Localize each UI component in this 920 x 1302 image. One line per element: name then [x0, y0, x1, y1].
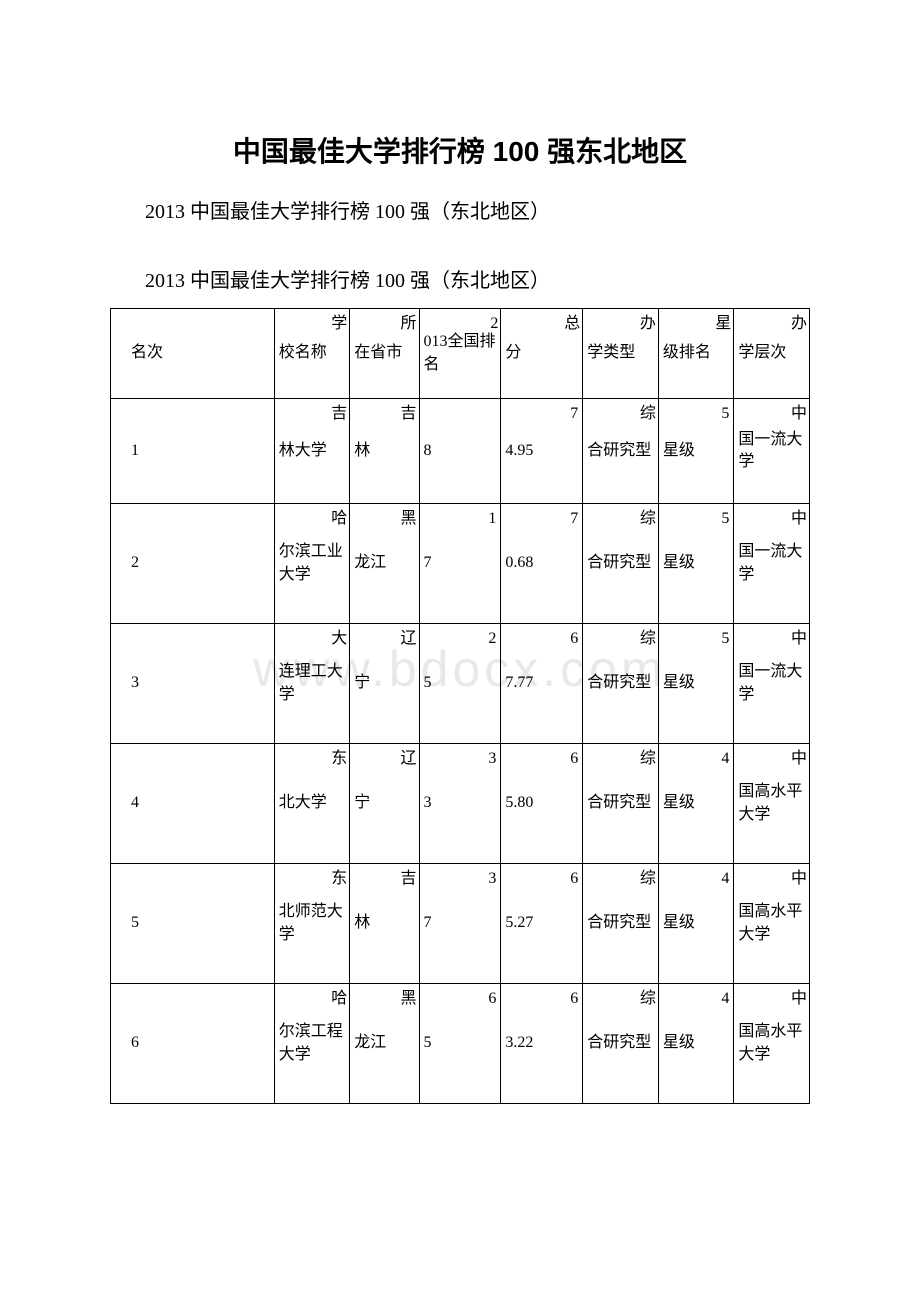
table-row: 6 哈尔滨工程大学 黑龙江 65 63.22 综合研究型 4星级 中国高水平大学: [111, 984, 810, 1104]
cell-level: 中国一流大学: [734, 399, 810, 504]
cell-rank: 2: [111, 504, 275, 624]
header-star: 星级排名: [658, 309, 734, 399]
table-row: 3 大连理工大学 辽宁 25 67.77 综合研究型 5星级 中国一流大学: [111, 624, 810, 744]
table-row: 5 东北师范大学 吉林 37 65.27 综合研究型 4星级 中国高水平大学: [111, 864, 810, 984]
cell-province: 黑龙江: [350, 504, 419, 624]
cell-level: 中国高水平大学: [734, 864, 810, 984]
header-province: 所在省市: [350, 309, 419, 399]
cell-type: 综合研究型: [583, 399, 659, 504]
cell-province: 吉林: [350, 399, 419, 504]
cell-rank: 4: [111, 744, 275, 864]
cell-score: 65.27: [501, 864, 583, 984]
subtitle-1: 2013 中国最佳大学排行榜 100 强（东北地区）: [110, 195, 810, 224]
header-rank: 名次: [111, 309, 275, 399]
cell-rank: 6: [111, 984, 275, 1104]
cell-score: 74.95: [501, 399, 583, 504]
cell-national: 37: [419, 864, 501, 984]
cell-star: 5星级: [658, 504, 734, 624]
cell-star: 5星级: [658, 624, 734, 744]
cell-star: 4星级: [658, 744, 734, 864]
cell-province: 吉林: [350, 864, 419, 984]
table-row: 2 哈尔滨工业大学 黑龙江 17 70.68 综合研究型 5星级 中国一流大学: [111, 504, 810, 624]
cell-province: 辽宁: [350, 744, 419, 864]
cell-level: 中国高水平大学: [734, 744, 810, 864]
subtitle-2: 2013 中国最佳大学排行榜 100 强（东北地区）: [110, 264, 810, 293]
cell-score: 70.68: [501, 504, 583, 624]
cell-star: 4星级: [658, 984, 734, 1104]
cell-province: 黑龙江: [350, 984, 419, 1104]
cell-score: 63.22: [501, 984, 583, 1104]
cell-type: 综合研究型: [583, 984, 659, 1104]
cell-level: 中国一流大学: [734, 504, 810, 624]
cell-national: 17: [419, 504, 501, 624]
cell-type: 综合研究型: [583, 744, 659, 864]
table-row: 4 东北大学 辽宁 33 65.80 综合研究型 4星级 中国高水平大学: [111, 744, 810, 864]
cell-type: 综合研究型: [583, 864, 659, 984]
cell-score: 65.80: [501, 744, 583, 864]
cell-rank: 1: [111, 399, 275, 504]
cell-rank: 3: [111, 624, 275, 744]
cell-type: 综合研究型: [583, 504, 659, 624]
cell-star: 5星级: [658, 399, 734, 504]
cell-school: 大连理工大学: [274, 624, 350, 744]
cell-national: 33: [419, 744, 501, 864]
cell-level: 中国一流大学: [734, 624, 810, 744]
header-school: 学校名称: [274, 309, 350, 399]
cell-school: 吉林大学: [274, 399, 350, 504]
table-header-row: 名次 学校名称 所在省市 2013全国排名 总分 办学类型 星级排名 办学层次: [111, 309, 810, 399]
page-title: 中国最佳大学排行榜 100 强东北地区: [110, 130, 810, 170]
cell-province: 辽宁: [350, 624, 419, 744]
cell-national: 8: [419, 399, 501, 504]
table-row: 1 吉林大学 吉林 8 74.95 综合研究型 5星级 中国一流大学: [111, 399, 810, 504]
header-level: 办学层次: [734, 309, 810, 399]
cell-type: 综合研究型: [583, 624, 659, 744]
ranking-table: 名次 学校名称 所在省市 2013全国排名 总分 办学类型 星级排名 办学层次 …: [110, 308, 810, 1104]
cell-score: 67.77: [501, 624, 583, 744]
cell-national: 25: [419, 624, 501, 744]
cell-school: 哈尔滨工业大学: [274, 504, 350, 624]
cell-school: 东北大学: [274, 744, 350, 864]
cell-school: 东北师范大学: [274, 864, 350, 984]
cell-rank: 5: [111, 864, 275, 984]
cell-national: 65: [419, 984, 501, 1104]
cell-school: 哈尔滨工程大学: [274, 984, 350, 1104]
header-score: 总分: [501, 309, 583, 399]
header-national: 2013全国排名: [419, 309, 501, 399]
cell-level: 中国高水平大学: [734, 984, 810, 1104]
header-type: 办学类型: [583, 309, 659, 399]
cell-star: 4星级: [658, 864, 734, 984]
